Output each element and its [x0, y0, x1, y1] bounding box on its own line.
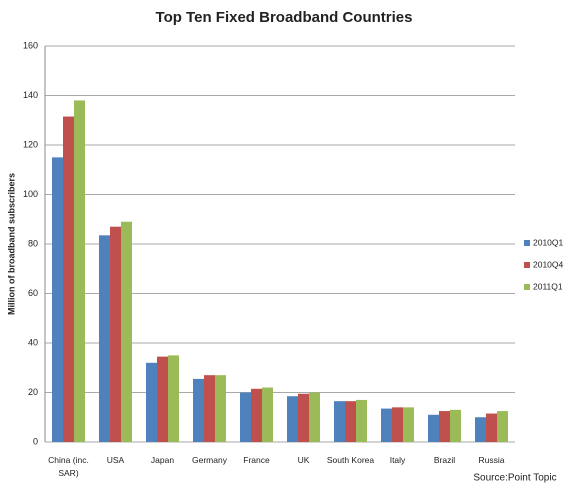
- x-tick-label: Russia: [478, 455, 505, 465]
- legend-label: 2011Q1: [533, 281, 563, 291]
- bar: [309, 392, 320, 442]
- bar: [298, 393, 309, 442]
- bar: [334, 401, 345, 442]
- bar: [146, 362, 157, 442]
- bar: [475, 417, 486, 442]
- bar: [168, 355, 179, 442]
- x-tick-label: Italy: [389, 455, 406, 465]
- y-tick-label: 60: [28, 288, 38, 298]
- y-tick-label: 0: [33, 436, 38, 446]
- y-tick-label: 100: [23, 189, 38, 199]
- bar: [110, 226, 121, 442]
- x-tick-label: France: [243, 455, 270, 465]
- bar: [287, 396, 298, 442]
- bar: [240, 392, 251, 442]
- x-tick-label: Japan: [150, 455, 175, 465]
- bar: [428, 414, 439, 442]
- x-tick-label: USA: [106, 455, 125, 465]
- bar: [121, 221, 132, 442]
- legend-swatch: [524, 240, 530, 246]
- y-tick-label: 160: [23, 40, 38, 50]
- legend-label: 2010Q1: [533, 237, 564, 247]
- legend-swatch: [524, 262, 530, 268]
- x-tick-label: China (inc. SAR): [48, 455, 89, 478]
- legend-label: 2010Q4: [533, 259, 564, 269]
- x-tick-label: UK: [297, 455, 310, 465]
- y-tick-label: 140: [23, 90, 38, 100]
- bar: [99, 235, 110, 442]
- bar: [497, 411, 508, 442]
- bar: [52, 157, 63, 442]
- bar: [251, 388, 262, 442]
- x-tick-label: Brazil: [433, 455, 456, 465]
- bar: [486, 413, 497, 442]
- bar: [403, 407, 414, 442]
- x-tick-label: Germany: [192, 455, 227, 465]
- bar: [262, 387, 273, 442]
- bar: [74, 100, 85, 442]
- bar: [450, 409, 461, 442]
- y-tick-label: 40: [28, 337, 38, 347]
- source: Source:Point Topic: [473, 473, 556, 484]
- bar: [215, 375, 226, 442]
- bar: [392, 407, 403, 442]
- y-tick-label: 20: [28, 387, 38, 397]
- bar: [356, 399, 367, 442]
- bar: [157, 356, 168, 442]
- bar: [63, 116, 74, 442]
- bar: [381, 408, 392, 442]
- y-tick-label: 120: [23, 139, 38, 149]
- chart-title: Top Ten Fixed Broadband Countries: [156, 9, 413, 26]
- legend-swatch: [524, 284, 530, 290]
- bar: [439, 411, 450, 442]
- x-tick-label: South Korea: [326, 455, 375, 465]
- y-axis-label: Million of broadband subscribers: [6, 173, 16, 315]
- bar: [193, 378, 204, 442]
- bar: [345, 401, 356, 442]
- y-tick-label: 80: [28, 238, 38, 248]
- bar: [204, 375, 215, 442]
